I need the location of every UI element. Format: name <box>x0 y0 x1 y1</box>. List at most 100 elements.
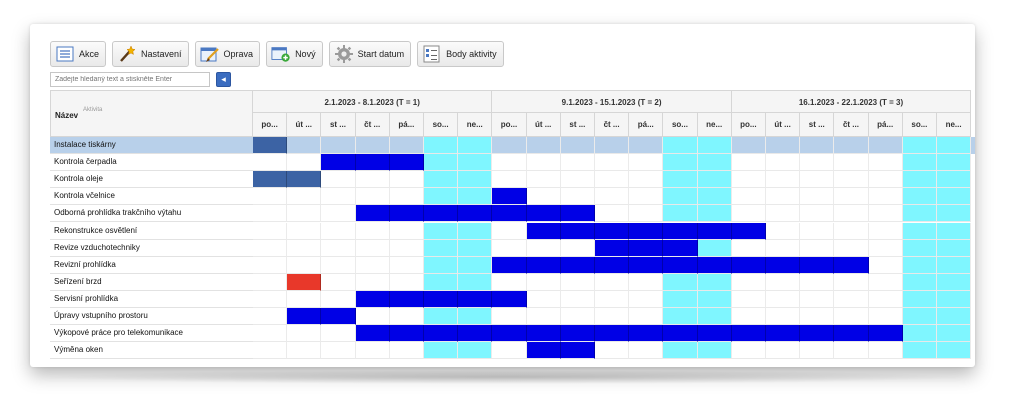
day-cell[interactable] <box>526 273 561 291</box>
day-cell[interactable] <box>902 239 937 257</box>
activity-bar[interactable] <box>424 205 459 223</box>
day-cell[interactable] <box>868 290 903 308</box>
day-header[interactable]: út ... <box>766 113 801 137</box>
day-cell[interactable] <box>253 188 288 206</box>
day-cell[interactable] <box>424 171 459 189</box>
day-cell[interactable] <box>834 222 869 240</box>
day-cell[interactable] <box>663 137 698 154</box>
day-cell[interactable] <box>937 325 972 343</box>
day-header[interactable]: čt ... <box>834 113 869 137</box>
day-cell[interactable] <box>663 273 698 291</box>
day-header[interactable]: út ... <box>526 113 561 137</box>
day-cell[interactable] <box>800 171 835 189</box>
day-cell[interactable] <box>834 154 869 172</box>
day-cell[interactable] <box>560 137 595 154</box>
day-cell[interactable] <box>766 222 801 240</box>
day-cell[interactable] <box>389 188 424 206</box>
day-cell[interactable] <box>595 308 630 325</box>
day-cell[interactable] <box>834 342 869 360</box>
day-cell[interactable] <box>766 342 801 360</box>
day-cell[interactable] <box>902 256 937 274</box>
activity-bar[interactable] <box>492 188 527 206</box>
day-cell[interactable] <box>902 188 937 206</box>
activity-bar[interactable] <box>389 290 424 308</box>
day-cell[interactable] <box>355 308 390 325</box>
day-cell[interactable] <box>424 342 459 360</box>
activity-bar[interactable] <box>458 325 493 343</box>
day-cell[interactable] <box>834 171 869 189</box>
day-header[interactable]: so... <box>902 113 937 137</box>
day-cell[interactable] <box>492 342 527 360</box>
day-cell[interactable] <box>526 154 561 172</box>
activity-name[interactable]: Kontrola čerpadla <box>50 154 253 172</box>
activity-bar[interactable] <box>526 342 561 360</box>
day-cell[interactable] <box>868 188 903 206</box>
day-cell[interactable] <box>697 154 732 172</box>
day-cell[interactable] <box>834 290 869 308</box>
activity-points-button[interactable]: Body aktivity <box>417 41 504 67</box>
activity-bar[interactable] <box>492 205 527 223</box>
activity-bar[interactable] <box>697 325 732 343</box>
day-cell[interactable] <box>492 273 527 291</box>
day-cell[interactable] <box>595 342 630 360</box>
day-cell[interactable] <box>663 171 698 189</box>
day-cell[interactable] <box>492 222 527 240</box>
day-cell[interactable] <box>902 342 937 360</box>
day-cell[interactable] <box>834 188 869 206</box>
day-cell[interactable] <box>868 239 903 257</box>
day-cell[interactable] <box>697 342 732 360</box>
day-cell[interactable] <box>424 222 459 240</box>
day-cell[interactable] <box>253 325 288 343</box>
table-row[interactable]: Revizní prohlídka <box>50 256 975 274</box>
day-cell[interactable] <box>287 188 322 206</box>
day-cell[interactable] <box>424 256 459 274</box>
day-cell[interactable] <box>868 222 903 240</box>
day-cell[interactable] <box>697 308 732 325</box>
table-row[interactable]: Seřízení brzd <box>50 273 975 291</box>
day-cell[interactable] <box>868 171 903 189</box>
day-cell[interactable] <box>321 137 356 154</box>
table-row[interactable]: Kontrola včelnice <box>50 188 975 206</box>
day-cell[interactable] <box>458 308 493 325</box>
day-cell[interactable] <box>321 256 356 274</box>
activity-bar[interactable] <box>663 239 698 257</box>
day-cell[interactable] <box>389 342 424 360</box>
table-row[interactable]: Rekonstrukce osvětlení <box>50 222 975 240</box>
day-cell[interactable] <box>492 239 527 257</box>
day-cell[interactable] <box>492 154 527 172</box>
activity-name[interactable]: Servisní prohlídka <box>50 291 253 308</box>
day-cell[interactable] <box>868 137 903 154</box>
activity-name[interactable]: Rekonstrukce osvětlení <box>50 223 253 240</box>
activity-bar[interactable] <box>595 256 630 274</box>
day-cell[interactable] <box>731 171 766 189</box>
day-cell[interactable] <box>834 205 869 223</box>
day-cell[interactable] <box>492 171 527 189</box>
table-row[interactable]: Odborná prohlídka trakčního výtahu <box>50 205 975 223</box>
day-cell[interactable] <box>937 290 972 308</box>
day-cell[interactable] <box>287 154 322 172</box>
day-cell[interactable] <box>458 154 493 172</box>
activity-bar[interactable] <box>355 205 390 223</box>
day-cell[interactable] <box>800 188 835 206</box>
day-header[interactable]: st ... <box>560 113 595 137</box>
table-row[interactable]: Výkopové práce pro telekomunikace <box>50 325 975 343</box>
day-cell[interactable] <box>731 188 766 206</box>
day-cell[interactable] <box>595 273 630 291</box>
day-cell[interactable] <box>629 171 664 189</box>
day-cell[interactable] <box>937 171 972 189</box>
day-cell[interactable] <box>629 273 664 291</box>
activity-bar[interactable] <box>389 325 424 343</box>
activity-bar[interactable] <box>526 222 561 240</box>
day-cell[interactable] <box>253 290 288 308</box>
day-header[interactable]: st ... <box>321 113 356 137</box>
day-cell[interactable] <box>937 188 972 206</box>
day-cell[interactable] <box>253 256 288 274</box>
day-cell[interactable] <box>663 154 698 172</box>
day-cell[interactable] <box>697 239 732 257</box>
day-cell[interactable] <box>663 308 698 325</box>
activity-bar[interactable] <box>526 325 561 343</box>
day-header[interactable]: ne... <box>697 113 732 137</box>
day-cell[interactable] <box>458 256 493 274</box>
day-header[interactable]: út ... <box>287 113 322 137</box>
day-cell[interactable] <box>697 137 732 154</box>
